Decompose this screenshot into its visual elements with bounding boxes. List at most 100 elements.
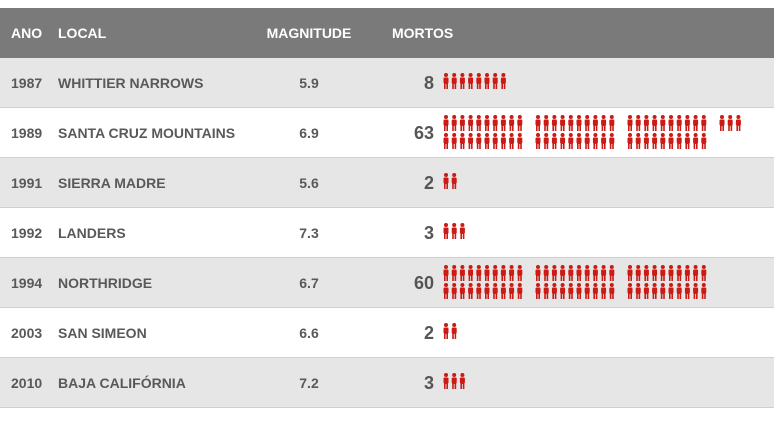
person-icon: [660, 115, 666, 131]
person-icon: [568, 265, 574, 281]
person-icon: [576, 283, 582, 299]
table-row: 1987 WHITTIER NARROWS 5.9 8: [0, 58, 774, 108]
local-cell: SANTA CRUZ MOUNTAINS: [58, 125, 236, 141]
person-icon: [509, 283, 515, 299]
magnitude-cell: 7.3: [299, 225, 319, 241]
magnitude-cell: 5.6: [299, 175, 319, 191]
person-icon: [652, 283, 658, 299]
person-icon: [451, 115, 457, 131]
person-icon: [560, 115, 566, 131]
person-icon: [684, 283, 690, 299]
person-icon: [584, 115, 590, 131]
person-icon: [693, 115, 699, 131]
person-icon: [543, 133, 549, 149]
person-icon: [443, 73, 449, 89]
local-cell: BAJA CALIFÓRNIA: [58, 375, 186, 391]
deaths-cell: 3: [423, 223, 434, 243]
person-icon: [735, 115, 741, 131]
person-icon: [635, 265, 641, 281]
person-icon: [660, 283, 666, 299]
person-icon: [443, 173, 449, 189]
magnitude-cell: 6.6: [299, 325, 319, 341]
person-icon: [668, 283, 674, 299]
person-icon: [459, 265, 465, 281]
person-icon: [668, 133, 674, 149]
person-icon: [476, 133, 482, 149]
year-cell: 1992: [11, 225, 43, 241]
person-icon: [660, 133, 666, 149]
person-icon: [693, 265, 699, 281]
person-icon: [584, 133, 590, 149]
person-icon: [443, 223, 449, 239]
person-icon: [584, 283, 590, 299]
person-icon: [601, 283, 607, 299]
deaths-pictogram: [440, 258, 770, 308]
person-icon: [551, 133, 557, 149]
person-icon: [560, 133, 566, 149]
person-icon: [492, 115, 498, 131]
person-icon: [676, 265, 682, 281]
person-icon: [627, 115, 633, 131]
person-icon: [627, 283, 633, 299]
person-icon: [500, 283, 506, 299]
deaths-pictogram: [440, 358, 770, 408]
person-icon: [459, 133, 465, 149]
person-icon: [560, 283, 566, 299]
person-icon: [627, 265, 633, 281]
local-cell: LANDERS: [58, 225, 126, 241]
person-icon: [517, 133, 523, 149]
local-cell: SIERRA MADRE: [58, 175, 166, 191]
person-icon: [484, 73, 490, 89]
year-cell: 1989: [11, 125, 43, 141]
person-icon: [576, 265, 582, 281]
person-icon: [492, 265, 498, 281]
person-icon: [701, 115, 707, 131]
person-icon: [684, 115, 690, 131]
table-row: 2010 BAJA CALIFÓRNIA 7.2 3: [0, 358, 774, 408]
person-icon: [601, 133, 607, 149]
local-cell: NORTHRIDGE: [58, 275, 153, 291]
deaths-cell: 2: [423, 323, 434, 343]
year-cell: 2003: [11, 325, 43, 341]
person-icon: [592, 265, 598, 281]
table-row: 1991 SIERRA MADRE 5.6 2: [0, 158, 774, 208]
person-icon: [592, 115, 598, 131]
person-icon: [451, 223, 457, 239]
deaths-pictogram: [440, 58, 770, 108]
person-icon: [517, 283, 523, 299]
person-icon: [476, 115, 482, 131]
person-icon: [500, 133, 506, 149]
person-icon: [535, 115, 541, 131]
person-icon: [459, 115, 465, 131]
person-icon: [551, 115, 557, 131]
person-icon: [568, 283, 574, 299]
year-cell: 1991: [11, 175, 43, 191]
person-icon: [484, 133, 490, 149]
person-icon: [652, 265, 658, 281]
person-icon: [693, 133, 699, 149]
table-row: 2003 SAN SIMEON 6.6 2: [0, 308, 774, 358]
deaths-pictogram: [440, 208, 770, 258]
person-icon: [652, 133, 658, 149]
person-icon: [643, 115, 649, 131]
deaths-cell: 3: [423, 373, 434, 393]
deaths-pictogram: [440, 308, 770, 358]
local-cell: WHITTIER NARROWS: [58, 75, 204, 91]
person-icon: [676, 283, 682, 299]
person-icon: [459, 283, 465, 299]
table-body: 1987 WHITTIER NARROWS 5.9 8 1989 SANTA CRUZ M…: [0, 58, 774, 408]
person-icon: [451, 373, 457, 389]
person-icon: [451, 173, 457, 189]
person-icon: [451, 283, 457, 299]
person-icon: [668, 115, 674, 131]
person-icon: [609, 283, 615, 299]
person-icon: [719, 115, 725, 131]
person-icon: [443, 373, 449, 389]
deaths-pictogram: [440, 158, 770, 208]
header-year: ANO: [11, 25, 43, 41]
person-icon: [459, 223, 465, 239]
person-icon: [543, 115, 549, 131]
deaths-cell: 2: [423, 173, 434, 193]
person-icon: [668, 265, 674, 281]
person-icon: [560, 265, 566, 281]
